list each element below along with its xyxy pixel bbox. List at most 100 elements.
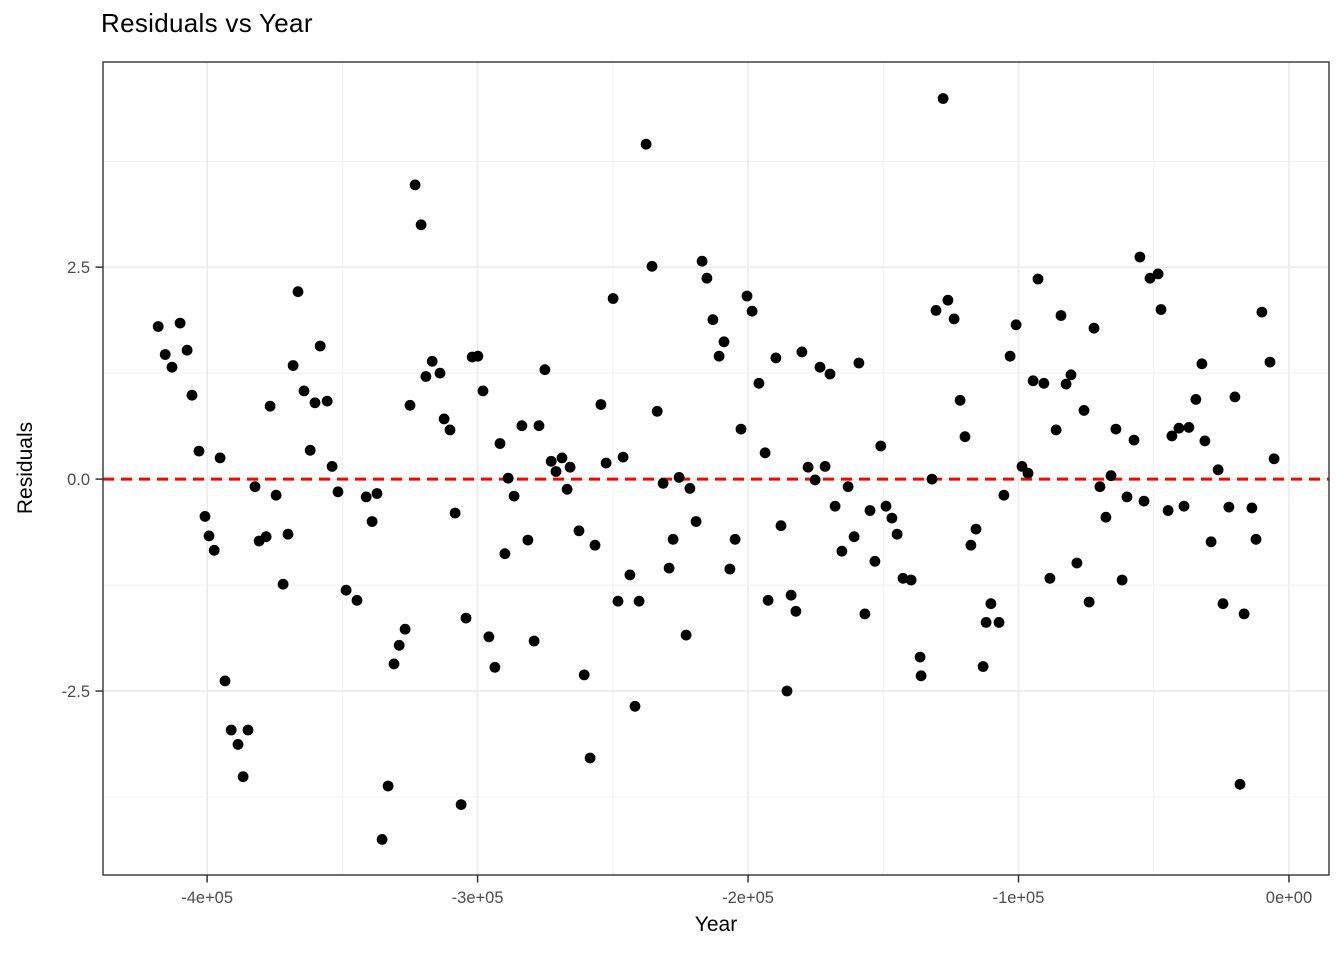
data-point (371, 488, 383, 499)
data-point (785, 589, 797, 601)
data-point (1166, 430, 1178, 442)
data-point (159, 349, 171, 360)
data-point (802, 461, 814, 473)
data-point (624, 569, 636, 581)
data-point (499, 548, 511, 560)
data-point (1050, 424, 1062, 436)
data-point (829, 500, 841, 512)
data-point (753, 377, 765, 389)
data-point (1032, 273, 1044, 285)
data-point (663, 562, 675, 574)
chart-title: Residuals vs Year (101, 8, 313, 38)
data-point (759, 447, 771, 459)
data-point (186, 389, 198, 401)
x-axis-title: Year (694, 913, 738, 936)
data-point (174, 317, 186, 329)
data-point (959, 431, 971, 443)
data-point (199, 511, 211, 522)
data-point (351, 594, 363, 606)
data-point (735, 423, 747, 435)
data-point (1144, 272, 1156, 284)
data-point (415, 219, 427, 231)
data-point (376, 834, 388, 845)
data-point (193, 445, 205, 457)
data-point (1234, 778, 1246, 790)
data-point (483, 631, 495, 643)
data-point (1256, 306, 1268, 318)
data-point (573, 525, 585, 537)
data-point (617, 451, 629, 463)
y-tick-label: -2.5 (62, 683, 90, 701)
panel-border (102, 61, 1330, 876)
data-point (905, 574, 917, 586)
data-point (724, 563, 736, 575)
data-point (707, 314, 719, 326)
data-point (809, 474, 821, 486)
data-point (214, 452, 226, 464)
data-point (1078, 405, 1090, 416)
data-point (578, 669, 590, 681)
data-point (270, 489, 282, 501)
data-point (977, 661, 989, 672)
data-point (166, 361, 178, 373)
data-point (287, 360, 299, 371)
data-point (897, 572, 909, 584)
data-point (1044, 572, 1056, 584)
data-point (561, 483, 573, 495)
data-point (508, 490, 520, 502)
data-point (930, 305, 942, 316)
data-point (382, 780, 394, 792)
data-point (673, 472, 685, 483)
data-point (232, 739, 244, 750)
data-point (948, 313, 960, 325)
data-point (584, 752, 596, 764)
data-point (360, 491, 372, 503)
data-point (1250, 533, 1262, 545)
data-point (181, 344, 193, 356)
data-point (640, 138, 652, 150)
data-point (886, 512, 898, 524)
data-point (915, 670, 927, 682)
data-point (796, 346, 808, 358)
data-point (292, 286, 304, 298)
data-point (942, 294, 954, 306)
data-point (690, 516, 702, 527)
data-point (729, 533, 741, 545)
data-point (657, 477, 669, 489)
data-point (434, 367, 446, 379)
data-point (814, 361, 826, 373)
data-point (600, 457, 612, 469)
data-point (629, 700, 641, 712)
data-point (1217, 598, 1229, 610)
data-point (1121, 491, 1133, 503)
data-point (1173, 422, 1185, 434)
data-point (980, 617, 992, 628)
data-point (1071, 557, 1083, 569)
data-point (646, 260, 658, 272)
data-point (781, 685, 793, 697)
data-point (332, 486, 344, 498)
x-tick-label: -1e+05 (993, 889, 1045, 907)
data-point (1199, 435, 1211, 447)
data-point (926, 473, 938, 485)
data-point (1196, 358, 1208, 370)
data-point (219, 675, 231, 687)
data-point (589, 539, 601, 551)
data-point (595, 399, 607, 410)
data-point (321, 395, 333, 407)
data-point (1246, 502, 1258, 514)
data-point (875, 440, 887, 452)
data-point (859, 608, 871, 620)
data-point (1010, 319, 1022, 331)
data-point (880, 500, 892, 512)
data-point (1055, 310, 1067, 321)
data-point (864, 505, 876, 516)
data-point (1152, 268, 1164, 280)
data-point (242, 724, 254, 736)
data-point (388, 658, 400, 670)
data-point (612, 595, 624, 607)
data-point (477, 385, 489, 397)
data-point (1116, 574, 1128, 586)
data-point (533, 420, 545, 432)
data-point (1212, 464, 1224, 476)
